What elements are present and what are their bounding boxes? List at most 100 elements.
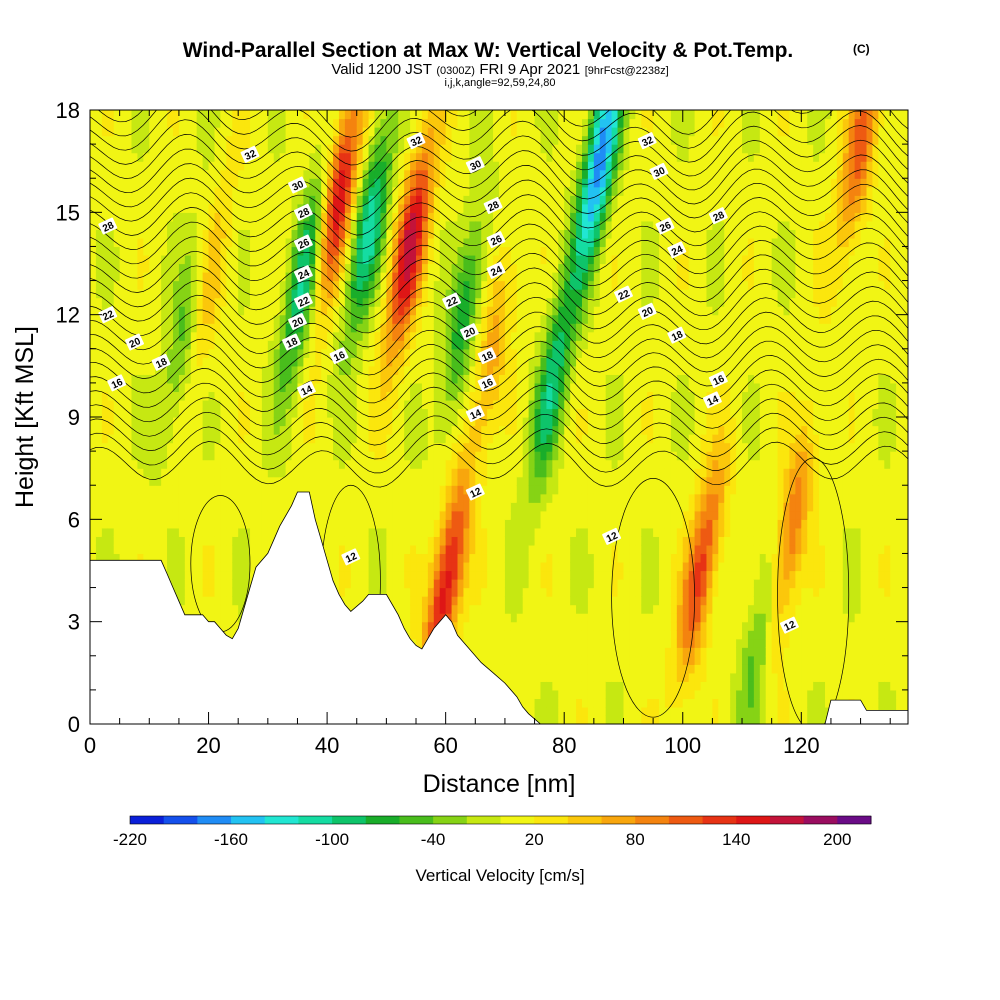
velocity-cell xyxy=(439,306,447,316)
velocity-cell xyxy=(333,340,340,350)
velocity-cell xyxy=(137,220,144,230)
velocity-cell xyxy=(338,434,346,444)
velocity-cell xyxy=(368,365,376,375)
velocity-cell xyxy=(214,408,222,418)
velocity-cell xyxy=(457,289,465,299)
velocity-cell xyxy=(439,544,447,555)
velocity-cell xyxy=(155,493,162,503)
velocity-cell xyxy=(244,323,251,333)
velocity-cell xyxy=(226,229,233,239)
velocity-cell xyxy=(344,510,352,520)
velocity-cell xyxy=(196,459,204,469)
velocity-cell xyxy=(433,527,441,537)
velocity-cell xyxy=(463,357,470,367)
velocity-cell xyxy=(238,604,245,614)
velocity-cell xyxy=(404,408,411,418)
velocity-cell xyxy=(445,169,453,179)
velocity-cell xyxy=(273,254,281,265)
velocity-cell xyxy=(107,357,115,367)
velocity-cell xyxy=(113,289,121,299)
velocity-cell xyxy=(137,263,144,273)
velocity-cell xyxy=(421,229,429,239)
velocity-cell xyxy=(119,417,127,427)
velocity-cell xyxy=(445,374,453,384)
velocity-cell xyxy=(95,110,103,120)
velocity-cell xyxy=(267,536,275,546)
velocity-cell xyxy=(315,272,322,282)
velocity-cell xyxy=(291,459,299,469)
velocity-cell xyxy=(95,340,103,350)
velocity-cell xyxy=(356,314,364,324)
velocity-cell xyxy=(427,587,435,597)
velocity-cell xyxy=(469,630,476,640)
velocity-cell xyxy=(202,408,210,418)
velocity-cell xyxy=(113,297,121,307)
velocity-cell xyxy=(279,382,287,393)
velocity-cell xyxy=(137,203,144,213)
velocity-cell xyxy=(220,502,227,512)
velocity-cell xyxy=(107,417,115,427)
velocity-cell xyxy=(178,434,186,444)
velocity-cell xyxy=(131,493,139,503)
velocity-cell xyxy=(493,425,500,435)
velocity-cell xyxy=(214,178,222,188)
velocity-cell xyxy=(161,519,168,529)
velocity-cell xyxy=(226,220,233,230)
velocity-cell xyxy=(368,212,376,222)
velocity-cell xyxy=(107,408,115,418)
velocity-cell xyxy=(285,417,293,427)
velocity-cell xyxy=(315,365,322,375)
velocity-cell xyxy=(309,272,316,282)
velocity-cell xyxy=(451,391,459,401)
velocity-cell xyxy=(451,587,459,597)
velocity-cell xyxy=(463,527,470,537)
velocity-cell xyxy=(101,374,109,384)
velocity-cell xyxy=(487,408,494,418)
velocity-cell xyxy=(451,519,459,529)
velocity-cell xyxy=(487,621,494,631)
velocity-cell xyxy=(380,502,387,512)
velocity-cell xyxy=(291,161,299,171)
velocity-cell xyxy=(119,348,127,358)
velocity-cell xyxy=(427,348,435,358)
velocity-cell xyxy=(155,254,162,265)
velocity-cell xyxy=(232,365,239,375)
velocity-cell xyxy=(309,127,316,137)
velocity-cell xyxy=(172,306,180,316)
velocity-cell xyxy=(475,263,482,273)
velocity-cell xyxy=(362,579,370,589)
velocity-cell xyxy=(333,118,340,128)
velocity-cell xyxy=(244,519,251,529)
velocity-cell xyxy=(208,246,216,256)
velocity-cell xyxy=(291,203,299,213)
velocity-cell xyxy=(457,451,465,461)
velocity-cell xyxy=(214,510,222,520)
velocity-cell xyxy=(196,263,204,273)
velocity-cell xyxy=(95,382,103,393)
velocity-cell xyxy=(137,434,144,444)
velocity-cell xyxy=(421,510,429,520)
velocity-cell xyxy=(178,186,186,196)
velocity-cell xyxy=(232,220,239,230)
velocity-cell xyxy=(107,144,115,154)
velocity-cell xyxy=(178,110,186,120)
velocity-cell xyxy=(208,536,216,546)
velocity-cell xyxy=(439,135,447,145)
velocity-cell xyxy=(315,237,322,248)
velocity-cell xyxy=(232,451,239,461)
velocity-cell xyxy=(380,579,387,589)
velocity-cell xyxy=(380,118,387,128)
velocity-cell xyxy=(143,127,150,137)
velocity-cell xyxy=(451,272,459,282)
velocity-cell xyxy=(380,306,387,316)
velocity-cell xyxy=(107,246,115,256)
velocity-cell xyxy=(439,272,447,282)
velocity-cell xyxy=(190,544,198,555)
velocity-cell xyxy=(214,135,222,145)
velocity-cell xyxy=(267,459,275,469)
velocity-cell xyxy=(481,604,488,614)
velocity-cell xyxy=(113,246,121,256)
velocity-cell xyxy=(250,561,257,572)
velocity-cell xyxy=(167,195,174,205)
velocity-cell xyxy=(380,587,387,597)
